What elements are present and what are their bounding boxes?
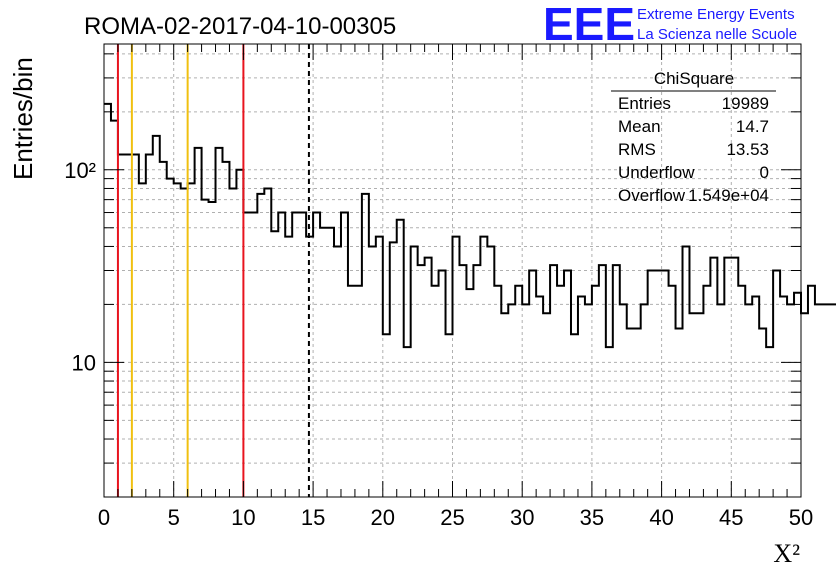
y-tick-labels: 10 10² [64, 158, 96, 376]
y-axis-label: Entries/bin [8, 57, 38, 180]
x-tick-label: 30 [510, 505, 534, 530]
marker-lines [116, 44, 310, 497]
x-tick-label: 5 [168, 505, 180, 530]
x-tick-label: 45 [719, 505, 743, 530]
x-tick-label: 10 [231, 505, 255, 530]
logo-mark: EEE [543, 0, 635, 50]
x-tick-label: 50 [789, 505, 813, 530]
stats-box: ChiSquare Entries 19989 Mean 14.7 RMS 13… [611, 69, 776, 205]
x-tick-label: 40 [649, 505, 673, 530]
stats-label-mean: Mean [618, 117, 661, 136]
x-tick-labels: 0 5 10 15 20 25 30 35 40 45 50 [98, 505, 813, 530]
stats-label-underflow: Underflow [618, 163, 695, 182]
x-tick-label: 0 [98, 505, 110, 530]
stats-value-rms: 13.53 [726, 140, 769, 159]
y-tick-label: 10 [72, 350, 96, 375]
histogram-outline [104, 102, 836, 349]
histogram-bars [104, 102, 836, 349]
x-tick-label: 15 [301, 505, 325, 530]
stats-title: ChiSquare [654, 69, 734, 88]
x-tick-label: 35 [580, 505, 604, 530]
x-tick-label: 20 [371, 505, 395, 530]
x-tick-label: 25 [440, 505, 464, 530]
stats-value-entries: 19989 [722, 94, 769, 113]
logo-line-2: La Scienza nelle Scuole [637, 26, 797, 43]
axis-ticks [103, 44, 802, 498]
stats-label-entries: Entries [618, 94, 671, 113]
x-axis-label: X² [773, 539, 800, 568]
stats-value-overflow: 1.549e+04 [688, 186, 769, 205]
logo-line-1: Extreme Energy Events [637, 6, 795, 23]
eee-logo: EEE Extreme Energy Events La Scienza nel… [543, 0, 797, 50]
stats-value-underflow: 0 [760, 163, 769, 182]
stats-label-rms: RMS [618, 140, 656, 159]
chart-title: ROMA-02-2017-04-10-00305 [84, 13, 396, 40]
stats-value-mean: 14.7 [736, 117, 769, 136]
stats-label-overflow: Overflow [618, 186, 686, 205]
y-tick-label: 10² [64, 158, 96, 183]
